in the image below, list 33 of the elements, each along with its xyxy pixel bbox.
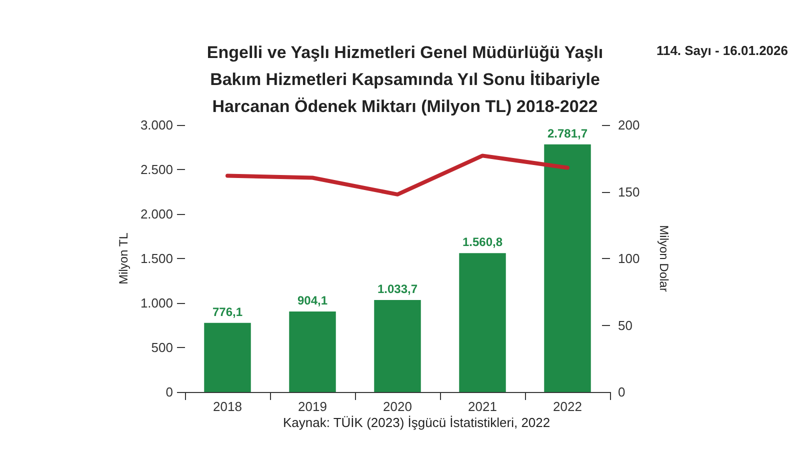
y2-tick-label: 50 (618, 318, 632, 333)
x-tick-label: 2018 (213, 399, 242, 414)
y-axis-title: Milyon TL (116, 232, 131, 284)
y2-axis-title: Milyon Dolar (657, 225, 671, 292)
line-series (226, 154, 570, 196)
bar (289, 312, 336, 392)
data-label: 1.560,8 (462, 235, 503, 250)
x-tick-label: 2022 (553, 399, 582, 414)
bar (544, 144, 591, 392)
bar (459, 253, 506, 392)
x-tick-label: 2021 (468, 399, 497, 414)
chart-title: Engelli ve Yaşlı Hizmetleri Genel Müdürlüğü Yaşlı Bakım Hizmetleri Kapsamında Yıl Sonu İtibariyle Harcanan Ödenek Miktarı (Milyon TL) 2018-2022 (206, 43, 604, 116)
y-tick-label: 1.000 (140, 296, 173, 310)
y-tick-label: 2.000 (140, 206, 173, 222)
y2-tick-label: 0 (618, 384, 626, 400)
y-tick-label: 1.500 (140, 251, 173, 266)
y2-tick-label: 100 (618, 251, 640, 266)
y2-tick-label: 200 (618, 118, 640, 132)
y2-tick-label: 150 (618, 184, 640, 200)
x-tick-label: 2019 (298, 399, 327, 414)
data-label: 2.781,7 (547, 126, 588, 140)
data-label: 1.033,7 (377, 282, 418, 296)
data-label: 776,1 (212, 304, 243, 319)
data-label: 904,1 (297, 294, 328, 308)
x-tick-label: 2020 (383, 399, 412, 414)
bar (204, 322, 251, 392)
text: 114. Sayı - 16.01.2026 (656, 43, 788, 58)
bar (374, 300, 421, 392)
y-tick-label: 0 (166, 384, 173, 400)
y-tick-label: 2.500 (140, 162, 173, 177)
y-tick-label: 3.000 (140, 118, 173, 132)
text: Kaynak: TÜİK (2023) İşgücü İstatistikleri, 2022 (283, 415, 550, 430)
y-tick-label: 500 (151, 340, 173, 355)
